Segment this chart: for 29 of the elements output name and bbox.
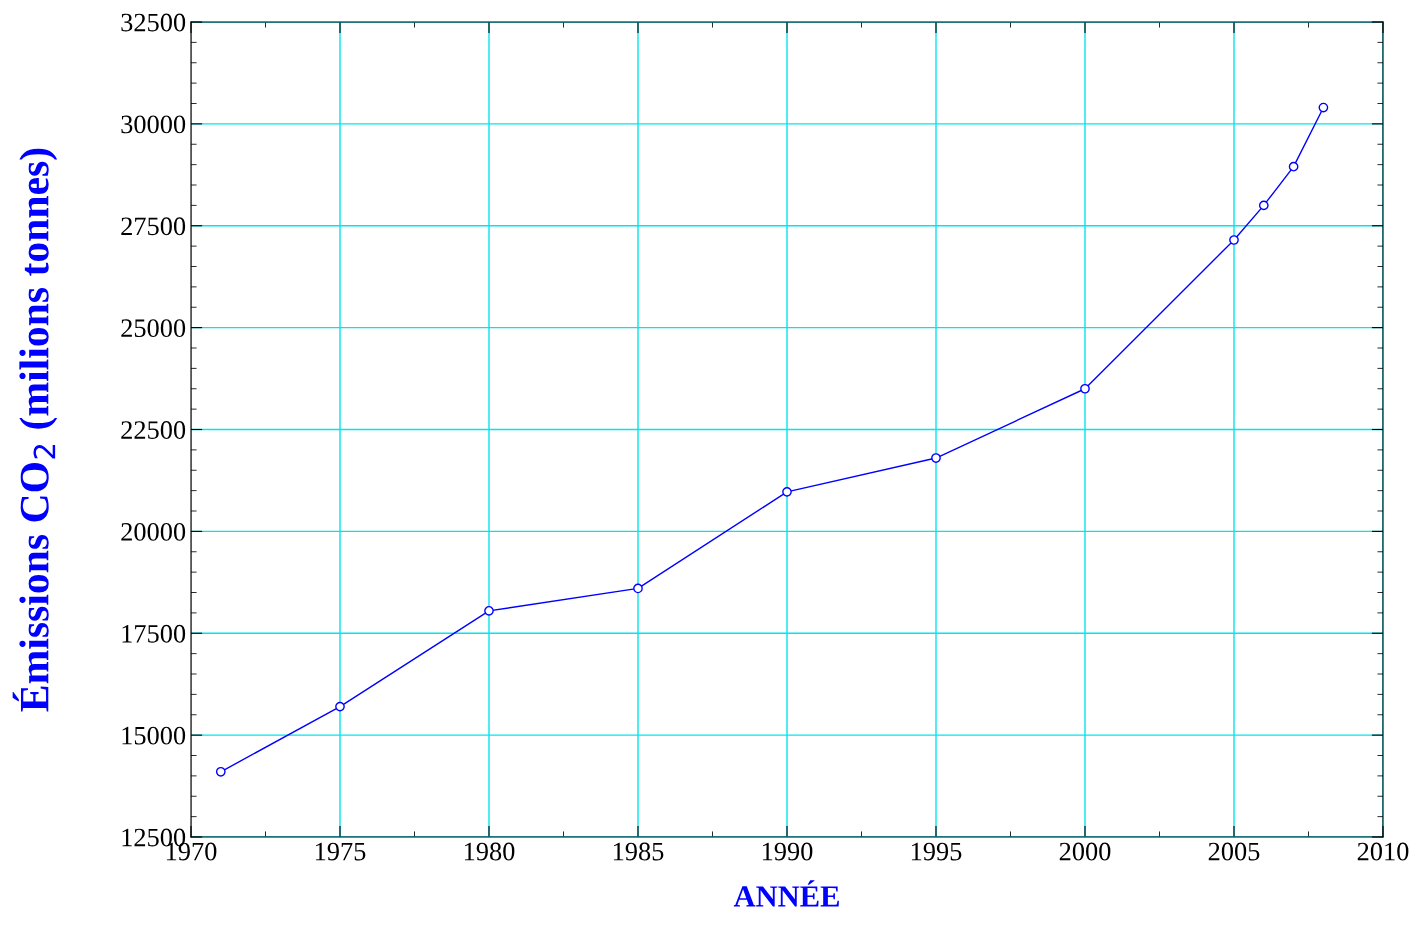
x-tick-label: 2005 xyxy=(1208,842,1260,861)
point xyxy=(782,486,792,497)
y-axis-title: Émissions CO$_{2}$ (milions tonnes) xyxy=(12,148,58,712)
x-tick-label: 1990 xyxy=(762,842,813,861)
point xyxy=(1258,200,1269,211)
x-tick-label: 1980 xyxy=(464,842,515,861)
y-tick-label: 20000 xyxy=(121,522,186,541)
y-tick-label: 25000 xyxy=(121,319,186,338)
point xyxy=(1288,161,1299,172)
point xyxy=(1318,102,1329,113)
y-tick-label: 32500 xyxy=(121,13,186,32)
point xyxy=(931,453,941,463)
point xyxy=(1080,383,1090,394)
x-tick-label: 2000 xyxy=(1059,842,1111,861)
point xyxy=(633,583,643,594)
y-tick-label: 30000 xyxy=(121,115,186,134)
point xyxy=(215,766,226,777)
x-tick-label: 1985 xyxy=(613,842,664,861)
x-tick-label: 1995 xyxy=(911,842,962,861)
y-tick-label: 15000 xyxy=(122,726,186,745)
point xyxy=(1229,235,1239,245)
x-tick-label: 2010 xyxy=(1357,842,1409,861)
point xyxy=(484,605,494,616)
x-axis-title: ANNÉE xyxy=(733,880,839,907)
x-tick-label: 1975 xyxy=(315,842,366,861)
point xyxy=(335,701,345,712)
y-tick-label: 27500 xyxy=(121,217,186,236)
y-tick-label: 17500 xyxy=(122,624,186,643)
y-tick-label: 22500 xyxy=(121,421,186,439)
